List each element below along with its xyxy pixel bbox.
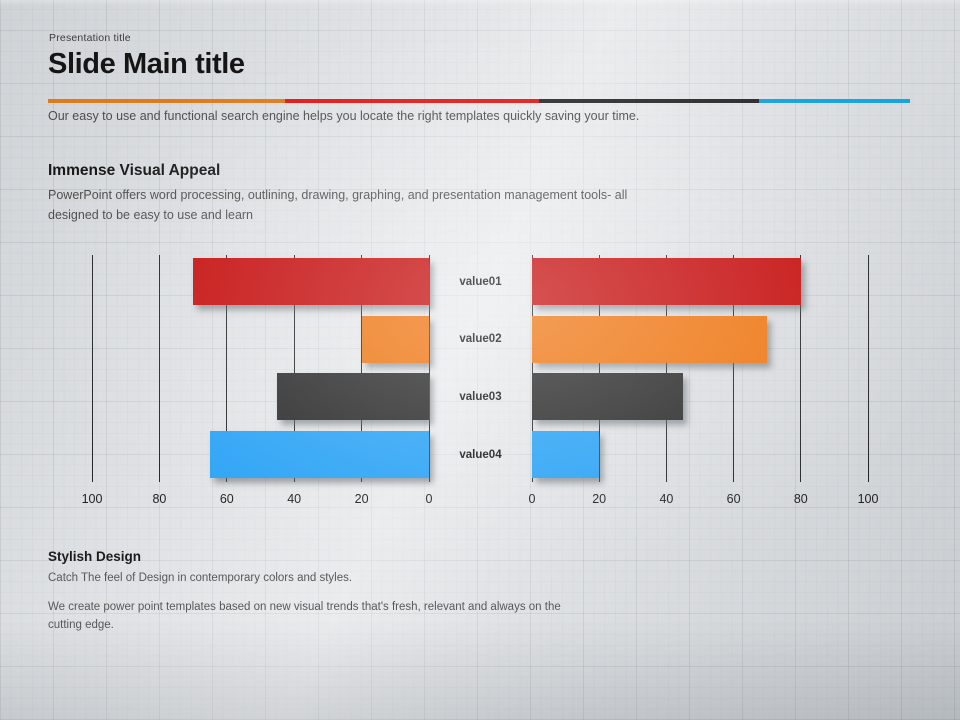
section-heading-stylish-design: Stylish Design [48,549,142,564]
bar-right-value02 [532,315,768,363]
bar-left-value01 [193,258,429,305]
chart-left-plot [91,255,430,482]
category-label-value02: value02 [459,333,502,346]
right-axis-tick-0: 0 [528,492,536,506]
gridline [733,255,735,482]
divider-segment [48,99,286,103]
gridline [665,255,667,482]
bar-right-value03 [532,373,684,421]
right-axis-tick-20: 20 [592,492,607,506]
bar-left-value03 [277,373,429,421]
section-body-stylish-line1: Catch The feel of Design in contemporary… [48,572,353,584]
divider-segment [759,99,910,103]
bar-right-value01 [532,258,801,305]
left-axis-tick-60: 60 [219,492,234,506]
page-title: Slide Main title [48,48,245,80]
chart-right-axis: 0 20 40 60 80 100 [528,492,879,510]
left-axis-tick-40: 40 [287,492,302,506]
gridline [158,255,160,482]
accent-divider [48,99,910,103]
divider-segment [285,99,540,103]
gridline [91,255,93,482]
gridline [598,255,600,482]
category-label-value04: value04 [459,448,502,461]
left-axis-tick-100: 100 [81,492,103,506]
right-axis-tick-60: 60 [726,492,741,506]
bar-left-value04 [209,431,429,478]
category-label-value03: value03 [459,390,502,403]
gridline [867,255,869,482]
chart-category-labels: value01 value02 value03 value04 [429,255,532,482]
chart-right-plot [531,255,869,482]
gridline [800,255,802,482]
section-body-stylish-line2: We create power point templates based on… [48,601,561,631]
gridline [293,255,295,482]
slide-subtitle: Our easy to use and functional search en… [48,109,640,123]
chart-left-axis: 100 80 60 40 20 0 [82,492,433,510]
left-axis-tick-0: 0 [425,492,433,506]
left-axis-tick-20: 20 [354,492,369,506]
right-axis-tick-40: 40 [659,492,674,506]
gridline [428,255,430,482]
divider-segment [539,99,760,103]
right-axis-tick-100: 100 [857,492,879,506]
left-axis-tick-80: 80 [152,492,167,506]
bar-right-value04 [532,431,600,478]
right-axis-tick-80: 80 [793,492,808,506]
category-label-value01: value01 [459,275,502,288]
section-heading-immense-visual-appeal: Immense Visual Appeal [48,162,221,179]
gridline [226,255,228,482]
gridline [531,255,533,482]
presentation-title: Presentation title [49,32,131,44]
bar-left-value02 [361,315,429,363]
section-body-immense-visual-appeal: PowerPoint offers word processing, outli… [48,188,628,222]
gridline [361,255,363,482]
